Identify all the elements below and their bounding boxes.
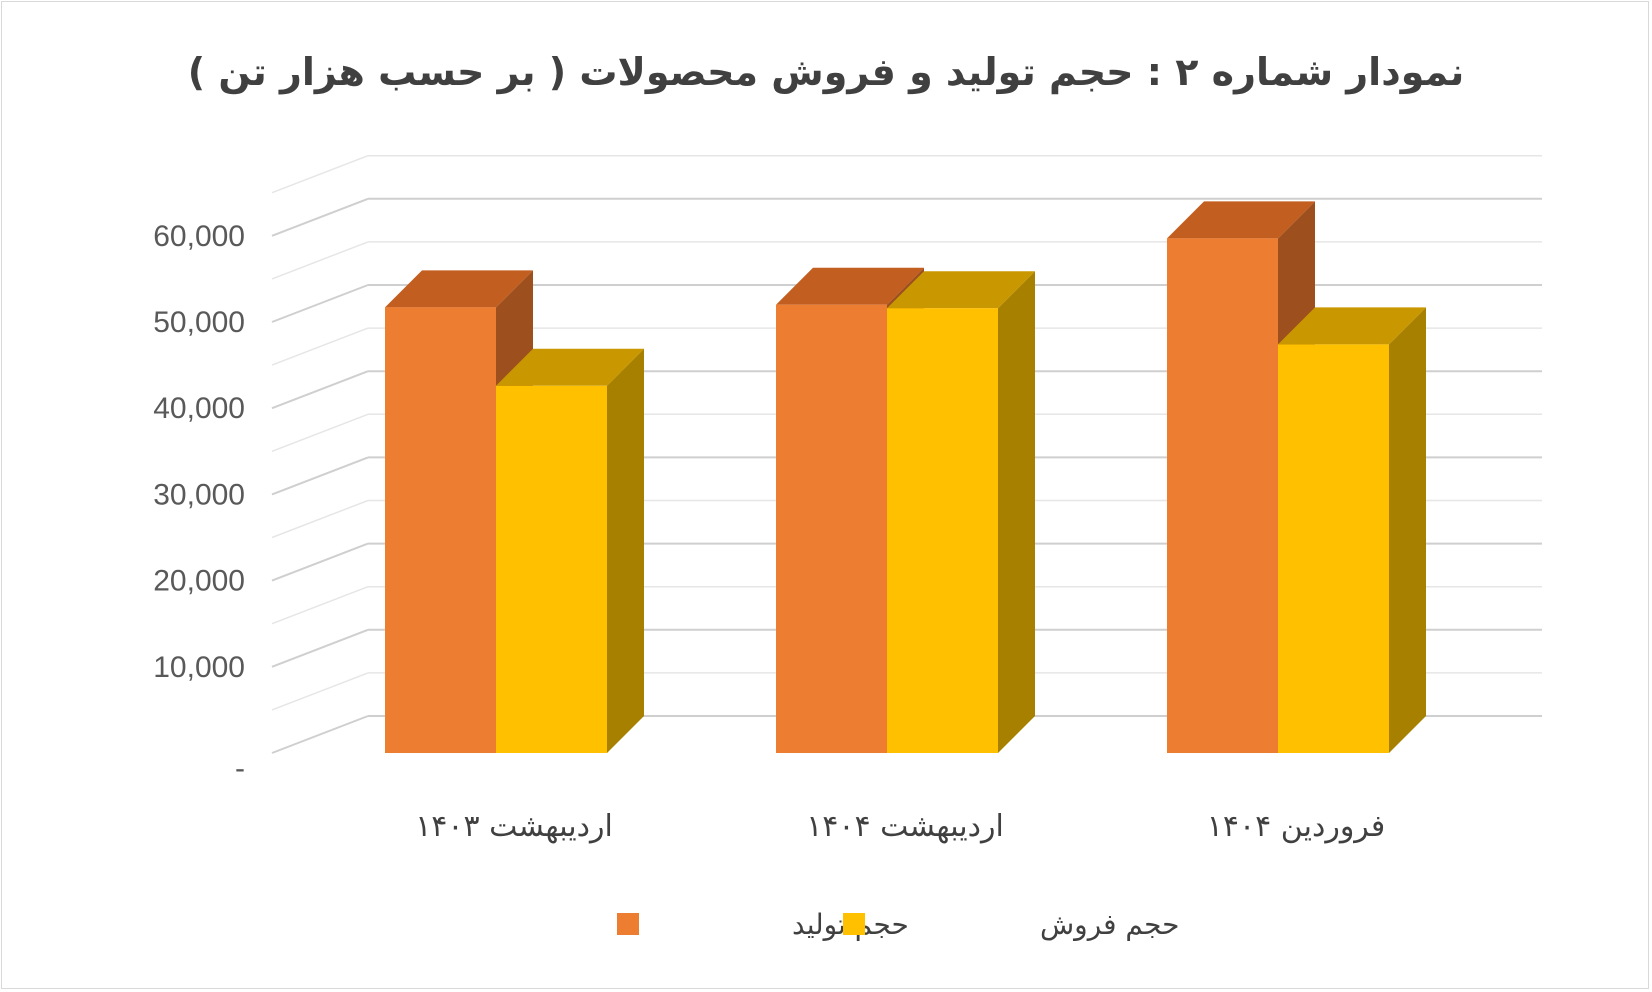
bar-front xyxy=(1278,344,1389,753)
gridline-side xyxy=(271,456,369,496)
gridline-side xyxy=(271,370,369,410)
bar-side xyxy=(998,271,1035,753)
x-tick-label: فروردین ۱۴۰۴ xyxy=(1207,809,1385,844)
bar-top xyxy=(887,271,1035,309)
gridline-side xyxy=(271,542,369,582)
bar xyxy=(1278,307,1426,753)
bar-side xyxy=(1389,307,1426,753)
gridline-side xyxy=(271,628,369,668)
y-tick-label: - xyxy=(235,752,245,785)
bar xyxy=(887,271,1035,753)
bar-side xyxy=(607,348,644,753)
gridline-side xyxy=(271,672,369,711)
gridline-side xyxy=(271,284,369,323)
bar-front xyxy=(887,308,998,753)
x-axis: اردیبهشت ۱۴۰۳ اردیبهشت ۱۴۰۴ فروردین ۱۴۰۴ xyxy=(415,809,1385,844)
y-axis: - 10,000 20,000 30,000 40,000 50,000 60,000 xyxy=(153,220,245,785)
y-tick-label: 10,000 xyxy=(153,651,245,684)
gridline-side xyxy=(271,155,369,194)
bar xyxy=(496,348,644,753)
bar-top xyxy=(1167,201,1315,239)
bar-top xyxy=(1278,307,1426,345)
bar-front xyxy=(385,307,496,753)
legend-swatch xyxy=(617,913,639,935)
x-tick-label: اردیبهشت ۱۴۰۳ xyxy=(415,809,613,844)
bar-top xyxy=(496,348,644,386)
y-tick-label: 30,000 xyxy=(153,478,245,511)
gridline-side xyxy=(271,715,369,754)
legend: حجم تولید حجم فروش xyxy=(617,908,1179,941)
bar-front xyxy=(776,304,887,753)
y-tick-label: 20,000 xyxy=(153,565,245,598)
gridline-side xyxy=(271,413,369,452)
gridline-side xyxy=(271,197,369,237)
gridline-side xyxy=(271,241,369,280)
chart-title: نمودار شماره ۲ : حجم تولید و فروش محصولا… xyxy=(187,50,1465,94)
bars xyxy=(385,201,1426,754)
y-tick-label: 50,000 xyxy=(153,306,245,339)
bar-top xyxy=(776,267,924,305)
y-tick-label: 60,000 xyxy=(153,220,245,253)
gridline-side xyxy=(271,327,369,366)
bar-front xyxy=(1167,238,1278,754)
legend-item: حجم فروش xyxy=(843,908,1179,941)
legend-item: حجم تولید xyxy=(617,908,909,941)
gridline-side xyxy=(271,499,369,539)
legend-label: حجم فروش xyxy=(1040,908,1179,941)
legend-swatch xyxy=(843,913,865,935)
bar-top xyxy=(385,270,533,308)
bar-front xyxy=(496,385,607,753)
x-tick-label: اردیبهشت ۱۴۰۴ xyxy=(806,809,1004,844)
y-tick-label: 40,000 xyxy=(153,392,245,425)
gridline-side xyxy=(271,586,369,625)
